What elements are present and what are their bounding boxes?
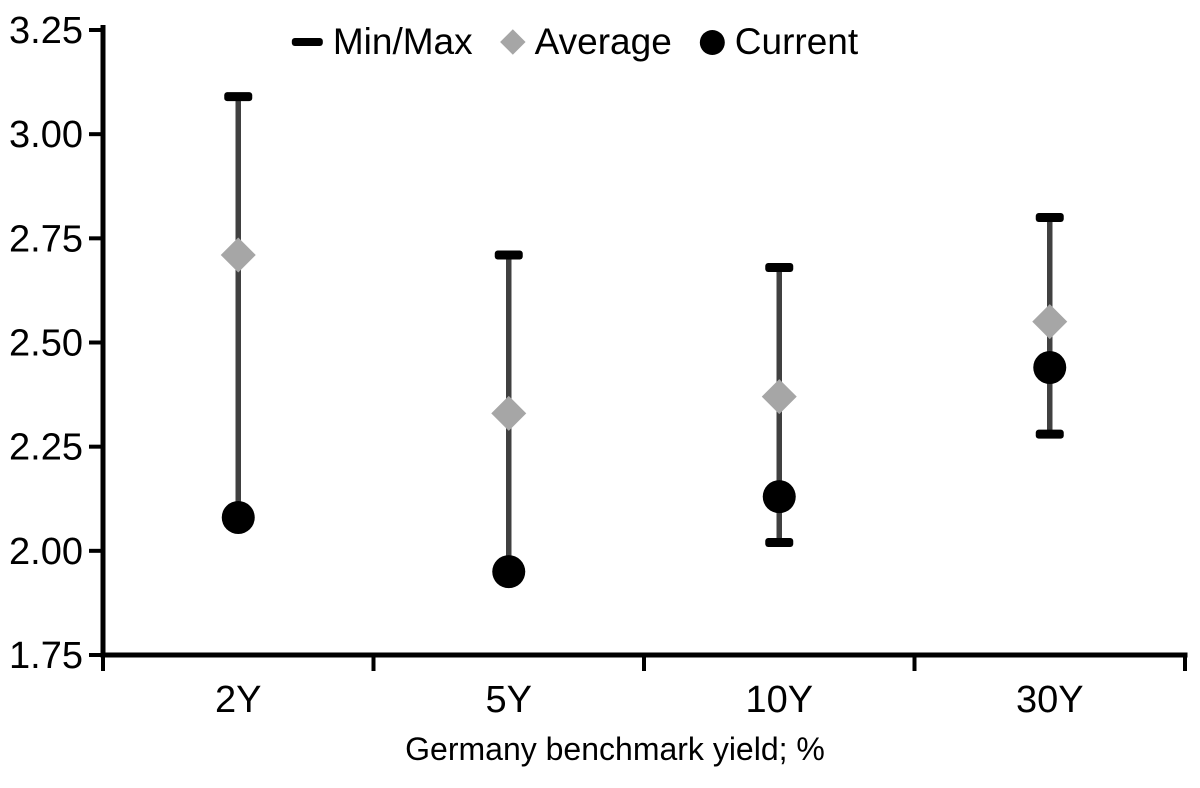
x-category-label: 5Y	[486, 679, 532, 721]
average-diamond-marker	[220, 237, 256, 273]
x-category-label: 30Y	[1016, 679, 1084, 721]
x-category-label: 2Y	[215, 679, 261, 721]
current-circle-marker	[1033, 351, 1067, 384]
x-axis-title: Germany benchmark yield; %	[405, 731, 825, 767]
legend-label-minmax: Min/Max	[332, 21, 473, 62]
current-circle-marker	[492, 555, 526, 589]
min-cap-marker	[1035, 429, 1064, 439]
max-cap-marker	[1035, 213, 1064, 222]
legend-item-minmax: Min/Max	[291, 21, 473, 62]
minmax-dash-icon	[291, 38, 323, 46]
legend-item-average: Average	[499, 21, 672, 62]
average-diamond-marker	[1032, 304, 1068, 340]
y-tick-label: 2.75	[9, 218, 83, 260]
max-cap-marker	[765, 263, 794, 272]
y-tick-label: 2.00	[9, 531, 83, 573]
y-tick-label: 3.25	[9, 10, 83, 52]
max-cap-marker	[224, 92, 253, 102]
average-diamond-marker	[491, 395, 527, 431]
current-circle-marker	[221, 501, 255, 534]
min-cap-marker	[765, 538, 794, 547]
average-diamond-icon	[499, 29, 526, 55]
legend-label-current: Current	[734, 21, 859, 62]
y-tick-label: 3.00	[9, 114, 83, 156]
max-cap-marker	[494, 250, 523, 260]
legend-item-current: Current	[699, 21, 859, 62]
y-tick-label: 2.25	[9, 427, 83, 469]
average-diamond-marker	[761, 379, 797, 415]
current-circle-icon	[699, 29, 725, 55]
x-category-label: 10Y	[745, 679, 813, 721]
legend: Min/Max Average Current	[291, 21, 859, 62]
current-circle-marker	[762, 480, 796, 514]
y-tick-label: 2.50	[9, 323, 83, 365]
y-tick-label: 1.75	[9, 635, 83, 677]
legend-label-average: Average	[534, 21, 672, 62]
